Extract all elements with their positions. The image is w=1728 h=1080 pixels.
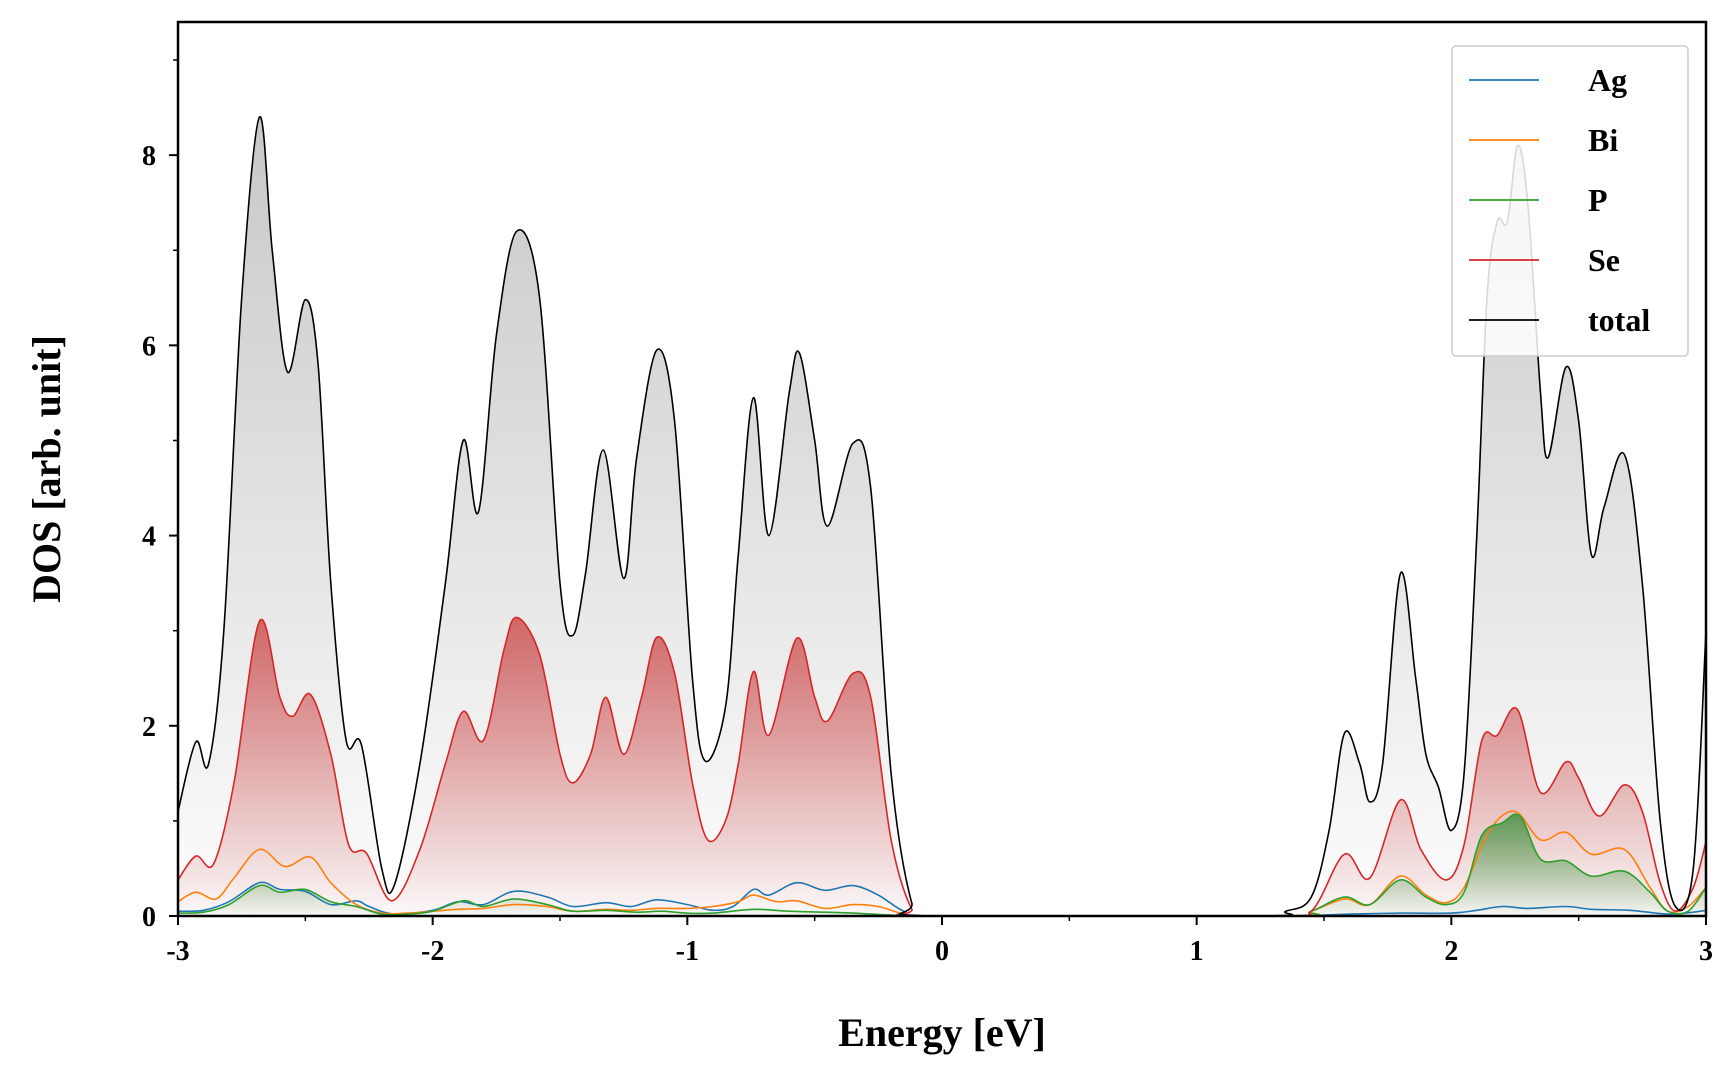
legend: Ag Bi P Se total [1451,45,1689,357]
area-fill-se [178,617,1706,916]
x-tick-label: 2 [1444,936,1458,967]
x-axis-label: Energy [eV] [838,1010,1046,1055]
x-tick-label: 3 [1699,936,1713,967]
y-tick-label: 4 [142,522,156,553]
area-fill-total [178,116,1706,916]
area-fills [178,116,1706,916]
legend-label-ag: Ag [1588,62,1627,98]
legend-box [1451,45,1689,357]
axis-ticks: -3 -2 -1 0 1 2 3 0 2 4 6 8 [142,59,1713,967]
x-tick-label: -3 [166,936,189,967]
legend-label-se: Se [1588,242,1620,278]
series-line-p [177,813,1707,917]
x-tick-label: -1 [676,936,699,967]
y-tick-label: 0 [142,902,156,933]
legend-label-total: total [1588,302,1650,338]
y-axis-label: DOS [arb. unit] [24,335,69,603]
y-tick-label: 6 [142,331,156,362]
area-fill-p [178,814,1706,916]
legend-label-bi: Bi [1588,122,1618,158]
x-tick-label: 1 [1190,936,1204,967]
y-tick-label: 2 [142,712,156,743]
x-tick-label: -2 [421,936,444,967]
y-tick-label: 8 [142,141,156,172]
series-line-se [177,616,1707,917]
x-tick-label: 0 [935,936,949,967]
series-line-ag [177,881,1707,917]
legend-label-p: P [1588,182,1608,218]
